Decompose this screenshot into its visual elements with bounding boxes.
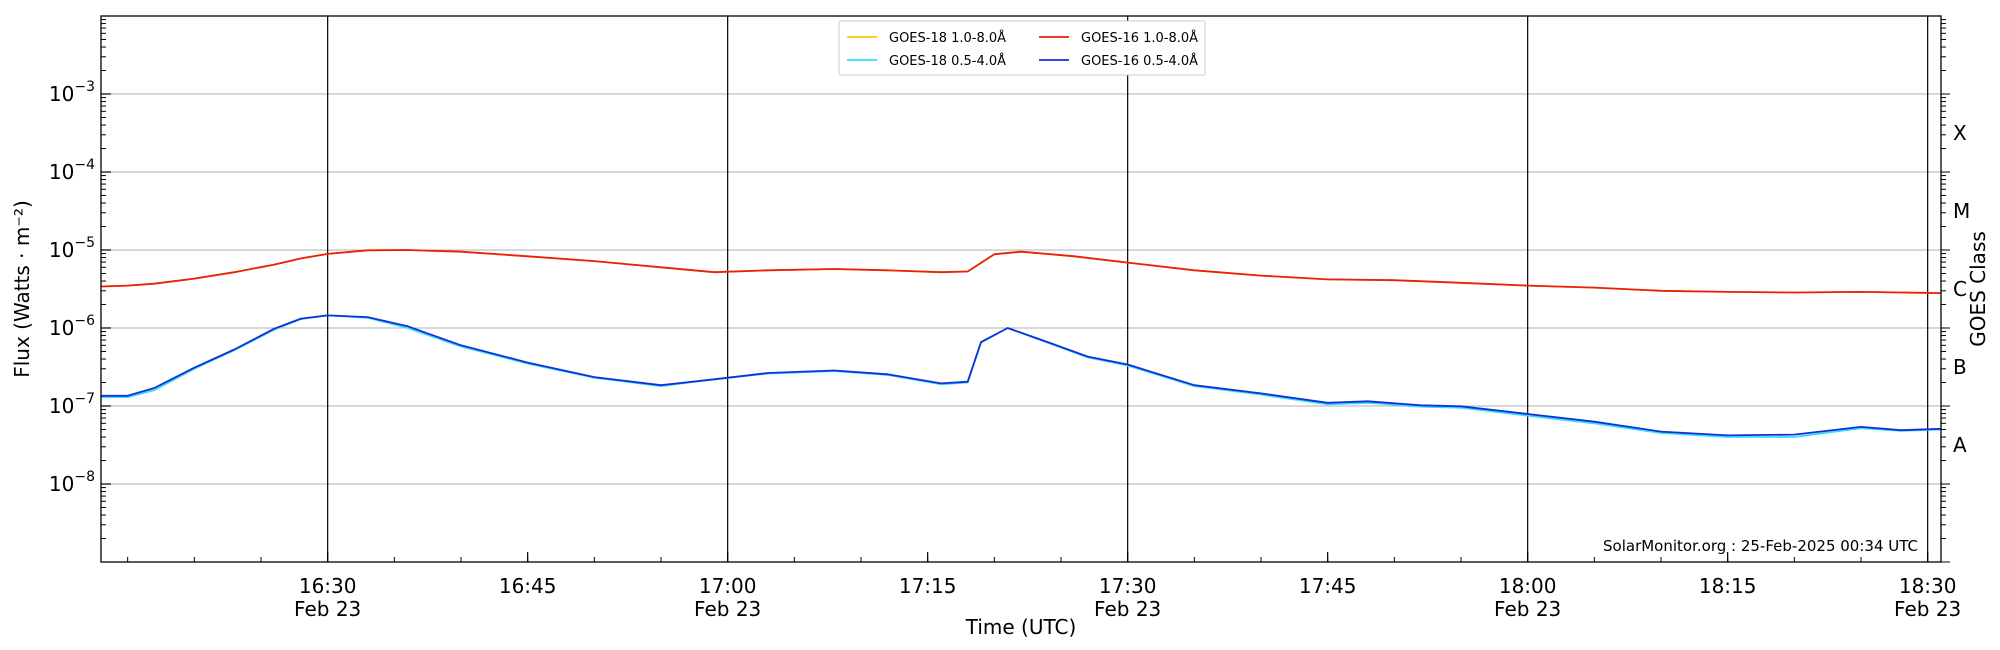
series-layer <box>100 249 1942 438</box>
legend-label: GOES-16 1.0-8.0Å <box>1081 30 1198 46</box>
x-axis-title: Time (UTC) <box>965 615 1077 639</box>
vertical-marker-lines <box>327 16 1929 562</box>
goes-class-labels: A B C M X <box>1953 121 1970 457</box>
x-tick-label: 17:30 <box>1099 574 1157 598</box>
x-tick-label: 17:15 <box>899 574 957 598</box>
y-tick-label: 10−5 <box>49 235 95 262</box>
y-axis-title: Flux (Watts · m⁻²) <box>10 200 34 378</box>
goes-class-label: C <box>1953 277 1967 301</box>
x-tick-label: 17:00 <box>699 574 757 598</box>
x-tick-label: 18:15 <box>1699 574 1757 598</box>
legend-label: GOES-18 0.5-4.0Å <box>889 53 1006 69</box>
y-tick-label: 10−4 <box>49 157 95 184</box>
x-tick-date-label: Feb 23 <box>294 597 361 621</box>
y-tick-label: 10−6 <box>49 313 95 340</box>
goes-class-label: A <box>1953 433 1967 457</box>
x-tick-label: 18:00 <box>1499 574 1557 598</box>
x-tick-date-label: Feb 23 <box>694 597 761 621</box>
legend-box <box>838 20 1206 76</box>
x-tick-date-label: Feb 23 <box>1494 597 1561 621</box>
series-line <box>100 249 1942 294</box>
y-tick-label: 10−3 <box>49 79 95 106</box>
y-tick-label: 10−8 <box>49 469 95 496</box>
x-tick-label: 16:45 <box>499 574 557 598</box>
legend-label: GOES-16 0.5-4.0Å <box>1081 53 1198 69</box>
legend-label: GOES-18 1.0-8.0Å <box>889 30 1006 46</box>
x-tick-label: 16:30 <box>299 574 357 598</box>
x-tick-date-label: Feb 23 <box>1894 597 1961 621</box>
y-axis-ticks: 10−8 10−7 10−6 10−5 10−4 10−3 <box>49 79 111 496</box>
grid-layer <box>101 93 1941 485</box>
goes-class-label: M <box>1953 199 1970 223</box>
series-line <box>101 314 1942 437</box>
series-line <box>100 249 1942 294</box>
x-tick-label: 17:45 <box>1299 574 1357 598</box>
goes-class-label: B <box>1953 355 1967 379</box>
legend: GOES-18 1.0-8.0Å GOES-18 0.5-4.0Å GOES-16 … <box>838 20 1206 76</box>
y-axis-right-title: GOES Class <box>1966 231 1990 347</box>
goes-class-label: X <box>1953 121 1967 145</box>
plot-frame <box>100 15 1942 563</box>
source-annotation: SolarMonitor.org : 25-Feb-2025 00:34 UTC <box>1603 537 1918 555</box>
x-tick-date-label: Feb 23 <box>1094 597 1161 621</box>
y-tick-label: 10−7 <box>49 391 95 418</box>
x-tick-label: 18:30 <box>1899 574 1957 598</box>
